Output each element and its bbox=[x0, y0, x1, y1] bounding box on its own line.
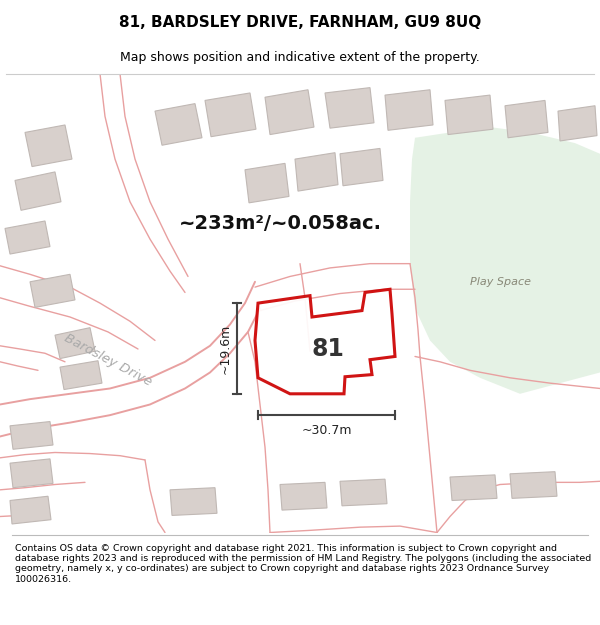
Polygon shape bbox=[450, 475, 497, 501]
Polygon shape bbox=[505, 101, 548, 138]
Polygon shape bbox=[295, 152, 338, 191]
Polygon shape bbox=[340, 479, 387, 506]
Polygon shape bbox=[340, 148, 383, 186]
Polygon shape bbox=[245, 163, 289, 203]
Polygon shape bbox=[10, 496, 51, 524]
Polygon shape bbox=[155, 104, 202, 145]
Text: 81: 81 bbox=[311, 337, 344, 361]
Text: Play Space: Play Space bbox=[470, 277, 530, 287]
Polygon shape bbox=[410, 127, 600, 394]
Text: Contains OS data © Crown copyright and database right 2021. This information is : Contains OS data © Crown copyright and d… bbox=[15, 544, 591, 584]
Polygon shape bbox=[55, 328, 95, 359]
Text: Map shows position and indicative extent of the property.: Map shows position and indicative extent… bbox=[120, 51, 480, 64]
Polygon shape bbox=[445, 95, 493, 134]
Polygon shape bbox=[325, 88, 374, 128]
Polygon shape bbox=[30, 274, 75, 308]
Polygon shape bbox=[10, 459, 53, 488]
Polygon shape bbox=[255, 289, 395, 394]
Polygon shape bbox=[10, 421, 53, 449]
Text: ~30.7m: ~30.7m bbox=[301, 424, 352, 437]
Polygon shape bbox=[385, 90, 433, 130]
Text: ~19.6m: ~19.6m bbox=[218, 323, 232, 374]
Text: Bardsley Drive: Bardsley Drive bbox=[62, 331, 154, 388]
Text: ~233m²/~0.058ac.: ~233m²/~0.058ac. bbox=[179, 214, 382, 232]
Polygon shape bbox=[170, 488, 217, 516]
Polygon shape bbox=[205, 93, 256, 137]
Polygon shape bbox=[60, 361, 102, 389]
Text: 81, BARDSLEY DRIVE, FARNHAM, GU9 8UQ: 81, BARDSLEY DRIVE, FARNHAM, GU9 8UQ bbox=[119, 14, 481, 29]
Polygon shape bbox=[280, 482, 327, 510]
Polygon shape bbox=[15, 172, 61, 210]
Polygon shape bbox=[558, 106, 597, 141]
Polygon shape bbox=[5, 221, 50, 254]
Polygon shape bbox=[265, 90, 314, 134]
Polygon shape bbox=[510, 472, 557, 498]
Polygon shape bbox=[25, 125, 72, 167]
